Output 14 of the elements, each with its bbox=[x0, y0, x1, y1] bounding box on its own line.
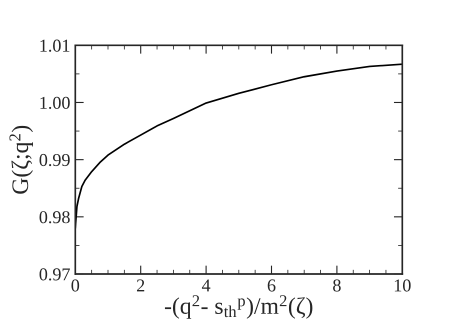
y-tick-label: 1.00 bbox=[40, 96, 70, 109]
x-tick-label: 6 bbox=[268, 279, 276, 292]
x-tick-label: 2 bbox=[136, 279, 144, 292]
x-tick-label: 0 bbox=[71, 279, 80, 292]
y-tick-label: 0.98 bbox=[40, 211, 70, 224]
y-axis-title: G(ζ;q$^{2}$) bbox=[9, 126, 33, 194]
y-tick-label: 0.99 bbox=[40, 154, 70, 166]
x-axis-title: -(q$^{2}$- s$_{th}$$^{p}$)/m$^{2}$(ζ) bbox=[164, 295, 312, 319]
line-series bbox=[75, 63, 402, 230]
x-tick-label: 8 bbox=[333, 279, 341, 292]
y-tick-label: 1.01 bbox=[40, 40, 70, 52]
x-tick-label: 10 bbox=[394, 279, 411, 292]
y-tick-label: 0.97 bbox=[40, 268, 70, 281]
x-tick-label: 4 bbox=[202, 280, 210, 292]
